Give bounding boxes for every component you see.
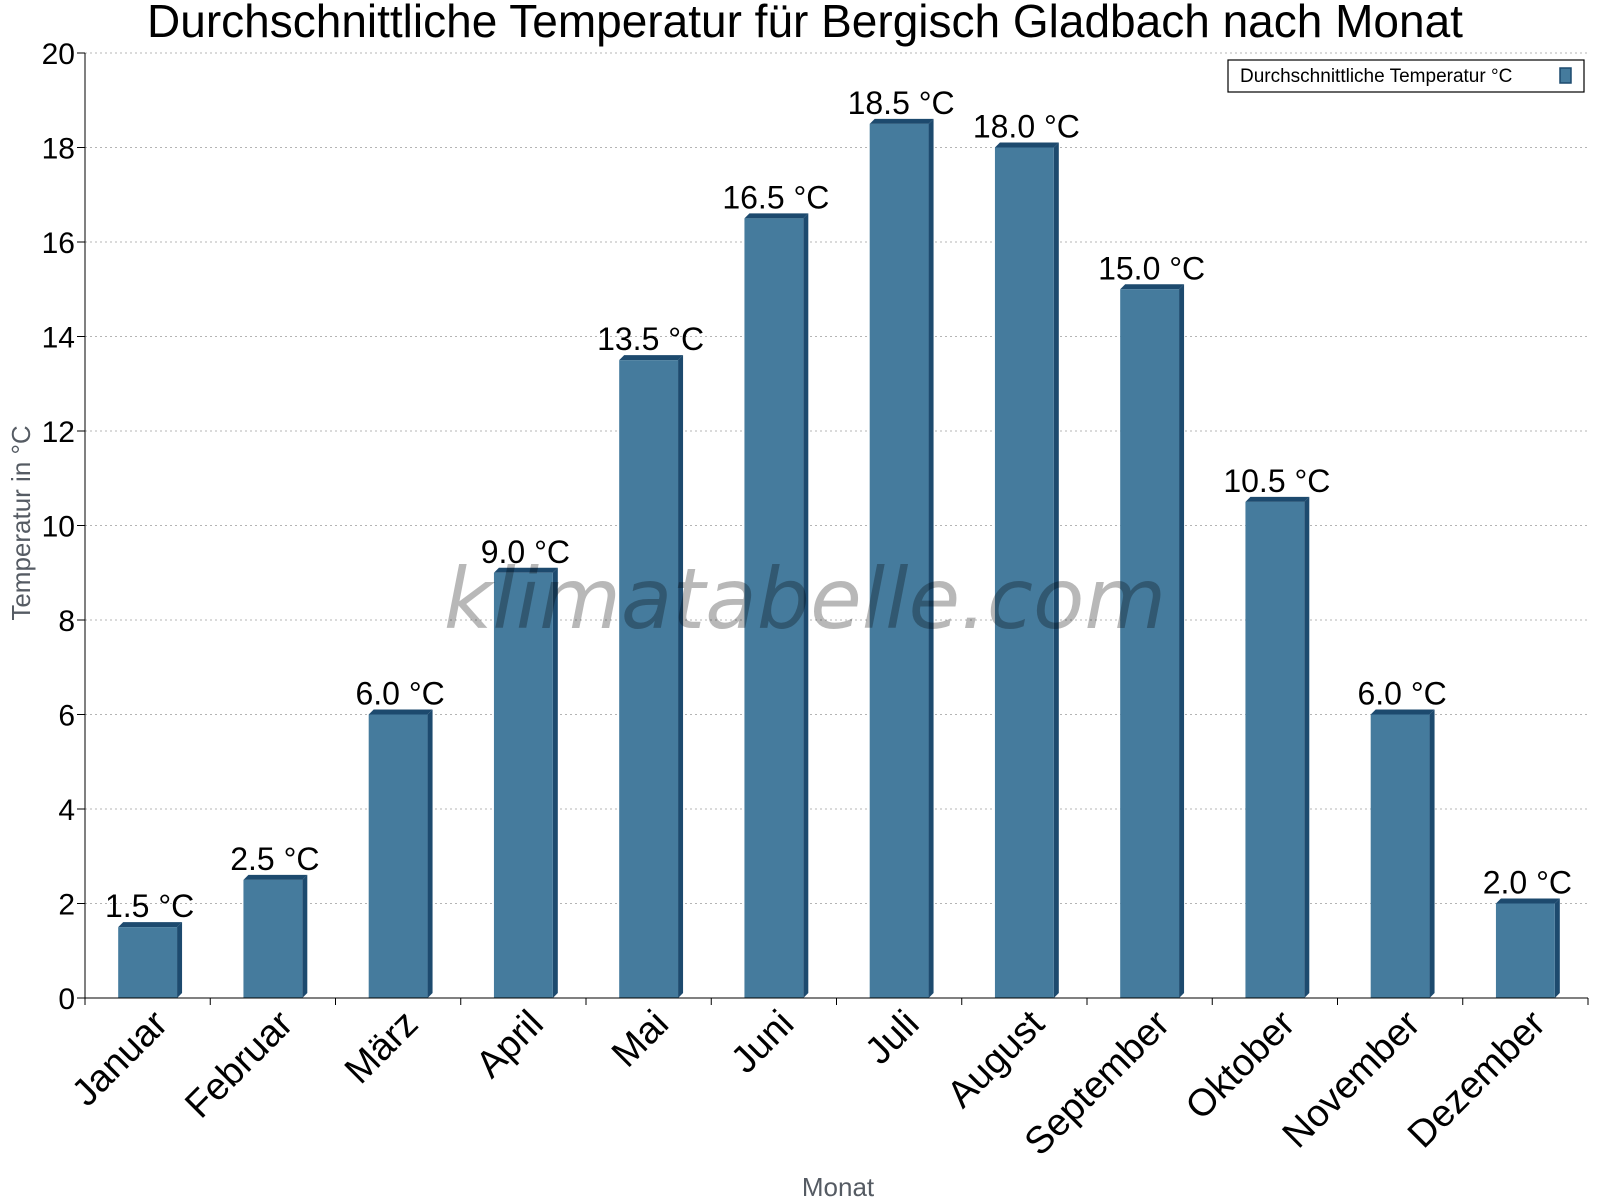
data-label-9: 10.5 °C [1223, 463, 1330, 499]
data-label-7: 18.0 °C [973, 109, 1080, 145]
grid-lines [85, 52, 1588, 904]
bar-6 [869, 123, 929, 998]
y-tick-label: 4 [58, 794, 75, 827]
bar-11 [1495, 903, 1555, 998]
bar-8 [1120, 289, 1180, 998]
legend-swatch [1559, 67, 1572, 84]
legend: Durchschnittliche Temperatur °C [1227, 59, 1585, 93]
y-tick-label: 6 [58, 700, 75, 733]
bar-side-7 [1053, 142, 1059, 998]
bar-side-4 [678, 355, 684, 998]
data-label-0: 1.5 °C [105, 888, 194, 924]
bar-top-8 [1120, 284, 1185, 290]
bar-top-4 [619, 355, 684, 361]
x-tick-label: Mai [604, 1003, 677, 1076]
bar-top-11 [1495, 898, 1560, 904]
bar-7 [994, 147, 1054, 998]
bar-0 [118, 927, 178, 998]
data-label-6: 18.5 °C [848, 85, 955, 121]
x-tick-label: März [337, 1003, 426, 1092]
data-labels-group: 1.5 °C 2.5 °C 6.0 °C 9.0 °C 13.5 °C 16.5 °C 18… [105, 85, 1572, 924]
data-label-8: 15.0 °C [1098, 250, 1205, 286]
bar-side-3 [552, 567, 558, 998]
bars-group [118, 118, 1560, 998]
watermark-text: klimatabelle.com [444, 550, 1167, 648]
bar-top-9 [1245, 496, 1310, 502]
data-label-11: 2.0 °C [1483, 865, 1572, 901]
bar-side-1 [302, 874, 308, 998]
y-axis-title: Temperatur in °C [6, 425, 36, 620]
data-label-4: 13.5 °C [597, 321, 704, 357]
bar-10 [1370, 714, 1430, 998]
x-axis-title: Monat [802, 1172, 875, 1200]
y-tick-label: 20 [42, 38, 75, 71]
bar-side-9 [1304, 496, 1310, 998]
x-tick-label: Oktober [1178, 1002, 1304, 1128]
x-tick-label: Juni [723, 1003, 802, 1082]
x-tick-label: August [939, 1002, 1053, 1116]
y-tick-label: 14 [42, 322, 75, 355]
bar-side-6 [928, 118, 934, 998]
legend-label: Durchschnittliche Temperatur °C [1240, 66, 1512, 87]
y-tick-label: 18 [42, 133, 75, 166]
y-tick-label: 0 [58, 983, 75, 1016]
bar-3 [493, 572, 553, 998]
data-label-5: 16.5 °C [722, 179, 829, 215]
x-tick-label: Dezember [1400, 1002, 1554, 1156]
bar-top-0 [118, 922, 183, 928]
x-tick-label: Juli [857, 1003, 927, 1073]
bar-9 [1245, 501, 1305, 998]
bar-5 [744, 218, 804, 998]
bar-top-3 [493, 567, 558, 573]
data-label-1: 2.5 °C [230, 841, 319, 877]
y-tick-label: 12 [42, 416, 75, 449]
bar-side-2 [427, 709, 433, 998]
bar-top-7 [994, 142, 1059, 148]
bar-top-2 [368, 709, 433, 715]
x-tick-label: Februar [177, 1002, 301, 1126]
data-label-3: 9.0 °C [481, 534, 570, 570]
x-tick-label: Januar [64, 1002, 176, 1114]
y-tick-label: 8 [58, 605, 75, 638]
data-label-10: 6.0 °C [1357, 676, 1446, 712]
bar-side-5 [803, 213, 809, 998]
bar-top-10 [1370, 709, 1435, 715]
bar-2 [368, 714, 428, 998]
bar-side-8 [1179, 284, 1185, 998]
y-tick-label: 10 [42, 511, 75, 544]
legend-box [1227, 59, 1585, 93]
bar-top-5 [744, 213, 809, 219]
y-tick-label: 16 [42, 227, 75, 260]
bar-side-11 [1554, 898, 1560, 998]
bar-1 [243, 879, 303, 998]
bar-4 [619, 360, 679, 998]
bar-top-1 [243, 874, 308, 880]
x-tick-label: April [468, 1003, 551, 1086]
y-tick-label: 2 [58, 889, 75, 922]
bar-side-0 [177, 922, 183, 998]
bar-side-10 [1429, 709, 1435, 998]
chart-title: Durchschnittliche Temperatur für Bergisc… [147, 0, 1463, 47]
bar-top-6 [869, 118, 934, 124]
data-label-2: 6.0 °C [355, 676, 444, 712]
